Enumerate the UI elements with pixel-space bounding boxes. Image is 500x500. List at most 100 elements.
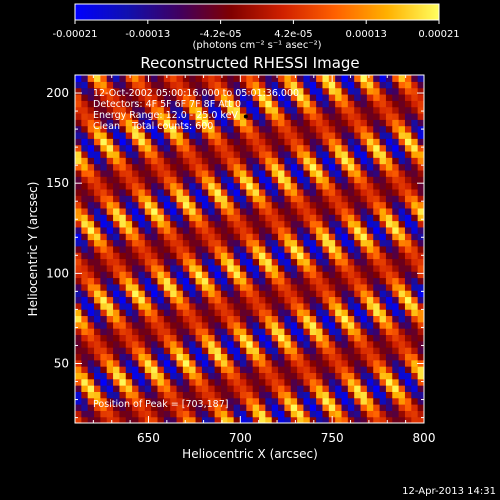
heatmap-cell (278, 359, 285, 367)
heatmap-cell (227, 119, 235, 127)
heatmap-cell (100, 106, 108, 114)
heatmap-cell (335, 176, 343, 184)
heatmap-cell (252, 309, 260, 317)
heatmap-cell (113, 201, 121, 209)
heatmap-cell (144, 340, 152, 348)
heatmap-cell (246, 378, 254, 386)
heatmap-cell (182, 283, 190, 291)
heatmap-cell (278, 366, 285, 373)
heatmap-cell (303, 410, 311, 418)
heatmap-cell (347, 397, 355, 405)
heatmap-cell (220, 131, 228, 139)
heatmap-cell (81, 347, 89, 354)
heatmap-cell (87, 245, 95, 253)
heatmap-cell (297, 264, 305, 272)
heatmap-cell (290, 296, 298, 304)
colorbar-ticks: -0.00021 -0.00013 -4.2e-05 4.2e-05 0.00013 0.… (53, 20, 460, 40)
heatmap-cell (182, 176, 190, 184)
heatmap-cell (278, 119, 285, 127)
heatmap-cell (392, 163, 400, 171)
heatmap-cell (303, 119, 311, 127)
heatmap-cell (392, 302, 400, 310)
heatmap-cell (309, 93, 317, 101)
heatmap-cell (239, 252, 247, 260)
heatmap-cell (309, 87, 317, 95)
heatmap-cell (182, 340, 190, 348)
heatmap-cell (132, 397, 140, 405)
heatmap-cell (297, 404, 305, 411)
heatmap-cell (379, 207, 387, 215)
heatmap-cell (144, 144, 152, 152)
heatmap-cell (392, 81, 400, 89)
heatmap-cell (87, 220, 95, 228)
heatmap-cell (106, 334, 114, 342)
heatmap-cell (94, 201, 101, 209)
heatmap-cell (252, 214, 260, 222)
heatmap-cell (195, 214, 203, 222)
heatmap-cell (132, 112, 140, 120)
heatmap-cell (411, 239, 419, 247)
heatmap-cell (214, 245, 222, 253)
heatmap-cell (360, 75, 368, 82)
heatmap-cell (151, 157, 159, 165)
heatmap-cell (417, 138, 424, 146)
heatmap-cell (100, 195, 108, 203)
heatmap-cell (189, 328, 197, 336)
heatmap-cell (385, 366, 393, 373)
heatmap-cell (284, 87, 292, 95)
heatmap-cell (354, 271, 362, 279)
y-tick-label: 100 (46, 266, 69, 280)
heatmap-cell (113, 87, 121, 95)
heatmap-cell (335, 366, 343, 373)
heatmap-cell (75, 150, 82, 158)
heatmap-cell (119, 75, 127, 82)
heatmap-cell (309, 366, 317, 373)
heatmap-cell (392, 239, 400, 247)
heatmap-cell (322, 176, 330, 184)
heatmap-cell (392, 138, 400, 146)
heatmap-cell (290, 385, 298, 392)
heatmap-cell (163, 378, 171, 386)
heatmap-cell (113, 75, 121, 82)
heatmap-cell (100, 416, 108, 423)
heatmap-cell (176, 125, 184, 133)
heatmap-cell (328, 264, 336, 272)
heatmap-cell (100, 391, 108, 399)
heatmap-cell (341, 340, 349, 348)
heatmap-cell (201, 163, 209, 171)
heatmap-cell (163, 112, 171, 120)
heatmap-cell (201, 416, 209, 423)
heatmap-cell (132, 75, 140, 82)
heatmap-cell (81, 296, 89, 304)
heatmap-cell (379, 328, 387, 336)
heatmap-cell (125, 226, 133, 234)
heatmap-cell (404, 150, 412, 158)
heatmap-cell (354, 163, 362, 171)
heatmap-cell (220, 169, 228, 177)
heatmap-cell (208, 176, 216, 184)
heatmap-cell (100, 188, 108, 196)
heatmap-cell (125, 378, 133, 386)
heatmap-cell (303, 359, 311, 367)
heatmap-cell (379, 195, 387, 203)
heatmap-cell (373, 290, 381, 298)
heatmap-cell (239, 271, 247, 279)
heatmap-cell (271, 226, 279, 234)
heatmap-cell (246, 340, 254, 348)
heatmap-cell (125, 366, 133, 373)
heatmap-cell (144, 391, 152, 399)
heatmap-cell (360, 144, 368, 152)
heatmap-cell (208, 201, 216, 209)
heatmap-cell (366, 125, 374, 133)
heatmap-cell (125, 302, 133, 310)
heatmap-cell (259, 150, 266, 158)
heatmap-cell (81, 258, 89, 266)
heatmap-cell (271, 176, 279, 184)
heatmap-cell (309, 81, 317, 89)
heatmap-cell (214, 271, 222, 279)
heatmap-cell (398, 214, 406, 222)
heatmap-cell (297, 195, 305, 203)
heatmap-cell (144, 131, 152, 139)
heatmap-cell (227, 258, 235, 266)
heatmap-cell (157, 195, 165, 203)
